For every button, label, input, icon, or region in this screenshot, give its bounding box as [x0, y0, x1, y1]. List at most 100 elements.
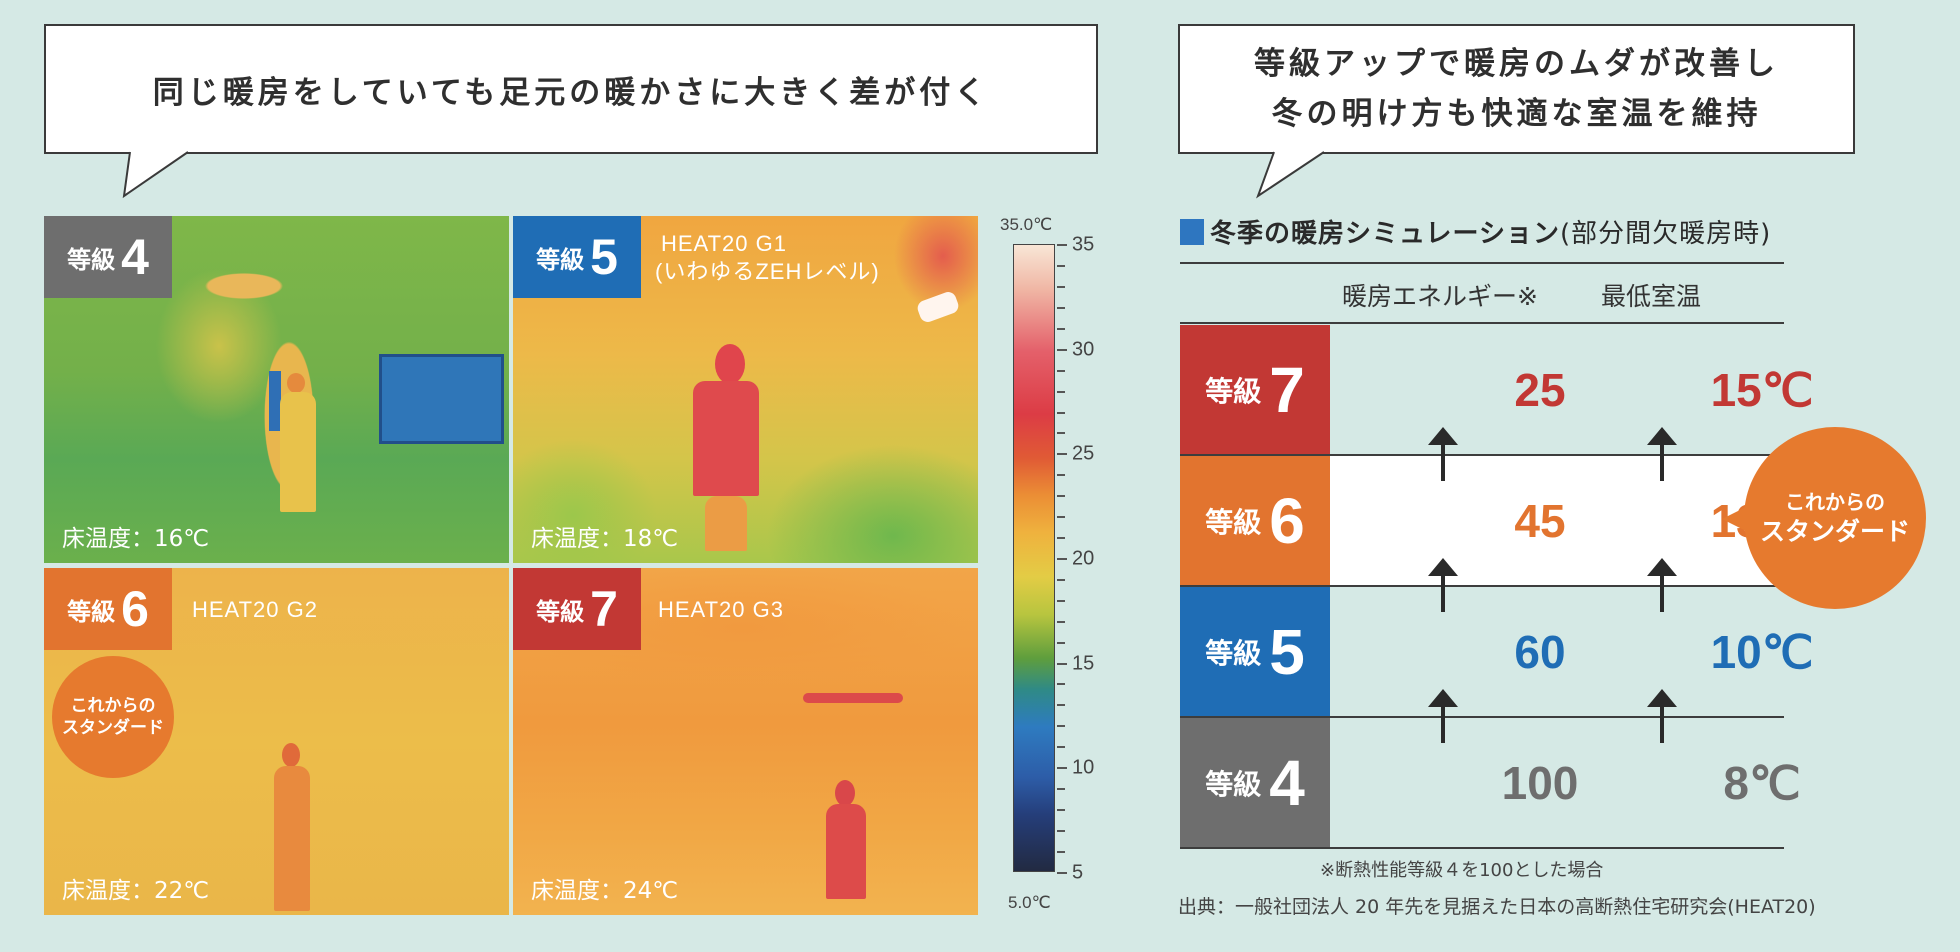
scale-tick	[1057, 453, 1067, 455]
scale-tick	[1057, 349, 1067, 351]
thermal-image-grade4: 等級 4 床温度：16℃	[44, 216, 509, 563]
scale-tick	[1057, 579, 1065, 581]
scale-label-5: 5	[1072, 861, 1084, 884]
grade-number: 4	[121, 229, 149, 285]
scale-tick	[1057, 683, 1065, 685]
energy-value: 100	[1501, 757, 1579, 809]
scale-tick	[1057, 328, 1065, 330]
table-row-grade4: 等級 4 100 8℃	[1180, 718, 1801, 848]
scale-tick	[1057, 265, 1065, 267]
scale-label-25: 25	[1072, 442, 1095, 465]
scale-tick	[1057, 244, 1067, 246]
scale-tick	[1057, 830, 1065, 832]
headline-bubble-right: 等級アップで暖房のムダが改善し 冬の明け方も快適な室温を維持	[1178, 24, 1855, 154]
scale-tick	[1057, 537, 1065, 539]
badge-line1: これからの	[1785, 490, 1885, 514]
scale-tick	[1057, 663, 1067, 665]
grade-number: 7	[1269, 354, 1305, 426]
badge-line2: スタンダード	[1759, 517, 1910, 546]
grade-number: 7	[590, 581, 618, 637]
scale-max-label: 35.0℃	[1000, 215, 1053, 234]
min-temp-value: 10℃	[1710, 626, 1814, 678]
grade-label: 等級	[67, 597, 116, 626]
floor-temperature: 床温度：16℃	[62, 526, 210, 552]
person-head	[282, 743, 300, 767]
floor-temperature: 床温度：18℃	[531, 526, 679, 552]
headline-left: 同じ暖房をしていても足元の暖かさに大きく差が付く	[152, 74, 990, 111]
scale-tick	[1057, 370, 1065, 372]
footnote: ※断熱性能等級４を100とした場合	[1320, 860, 1604, 881]
table-row-grade7: 等級 7 25 15℃	[1180, 325, 1813, 455]
spec-label: HEAT20 G2	[192, 596, 318, 624]
min-temp-value: 8℃	[1723, 757, 1801, 809]
headline-right-line2: 冬の明け方も快適な室温を維持	[1271, 96, 1762, 132]
scale-tick	[1057, 704, 1065, 706]
person-figure	[693, 381, 759, 496]
scale-tick	[1057, 558, 1067, 560]
arrow-up-icon	[1428, 689, 1458, 743]
scale-label-10: 10	[1072, 756, 1095, 779]
scale-label-30: 30	[1072, 338, 1095, 361]
simulation-title: 冬季の暖房シミュレーション (部分間欠暖房時)	[1180, 213, 1771, 250]
scale-label-20: 20	[1072, 547, 1095, 570]
table-bottom-rule	[1180, 847, 1784, 849]
scale-tick	[1057, 600, 1065, 602]
temperature-color-scale: 35.0℃ 35 30 25 20 15 10 5 5.0℃	[1000, 213, 1110, 923]
person-head	[835, 780, 855, 806]
spec-label: HEAT20 G3	[658, 596, 784, 624]
scale-min-label: 5.0℃	[1008, 893, 1051, 912]
grade-tag: 等級 4	[1180, 718, 1330, 848]
spec-note: (いわゆるZEHレベル)	[655, 259, 880, 284]
thermal-image-grade6: 等級 6 HEAT20 G2 これからの スタンダード 床温度：22℃	[44, 568, 509, 915]
column-header-min-temp: 最低室温	[1601, 282, 1702, 311]
simulation-title-sub: (部分間欠暖房時)	[1559, 219, 1772, 249]
energy-value: 60	[1514, 626, 1566, 678]
scale-tick	[1057, 495, 1065, 497]
min-temp-value: 15℃	[1710, 364, 1814, 416]
table-row-grade5: 等級 5 60 10℃	[1180, 587, 1813, 717]
row-divider	[1180, 454, 1784, 456]
grade-number: 6	[121, 581, 149, 637]
person-head	[715, 344, 745, 384]
scale-tick	[1057, 432, 1065, 434]
scale-tick	[1057, 516, 1065, 518]
scale-tick	[1057, 746, 1065, 748]
grade-label: 等級	[67, 245, 116, 274]
heater-bar	[803, 693, 903, 703]
square-bullet-icon	[1180, 218, 1204, 245]
standard-badge: これからの スタンダード	[52, 656, 174, 778]
simulation-title-main: 冬季の暖房シミュレーション	[1210, 219, 1560, 249]
person-figure	[274, 766, 310, 911]
headline-right-line1: 等級アップで暖房のムダが改善し	[1254, 46, 1779, 82]
table-top-rule	[1180, 262, 1784, 264]
arrow-up-icon	[1428, 558, 1458, 612]
spec-name: HEAT20 G3	[658, 597, 784, 622]
scale-label-35: 35	[1072, 233, 1095, 256]
scale-tick	[1057, 725, 1065, 727]
grade-label: 等級	[1205, 375, 1262, 408]
grade-tag: 等級 5	[1180, 587, 1330, 717]
grade-label: 等級	[1205, 637, 1262, 670]
grade-number: 5	[590, 229, 618, 285]
grade-number: 5	[1269, 616, 1305, 688]
arrow-up-icon	[1647, 558, 1677, 612]
row-divider	[1180, 585, 1784, 587]
heater-hotspot	[915, 289, 961, 325]
scale-tick	[1057, 474, 1065, 476]
energy-value: 45	[1514, 495, 1566, 547]
scale-tick	[1057, 642, 1065, 644]
grade-label: 等級	[536, 245, 585, 274]
energy-value: 25	[1514, 364, 1566, 416]
standard-badge-large: これからの スタンダード	[1744, 427, 1926, 609]
scale-gradient-bar	[1013, 244, 1055, 872]
grade-label: 等級	[536, 597, 585, 626]
spec-name: HEAT20 G2	[192, 597, 318, 622]
person-legs	[705, 496, 747, 551]
scale-tick	[1057, 872, 1067, 874]
scale-tick	[1057, 286, 1065, 288]
row-divider	[1180, 716, 1784, 718]
arrow-up-icon	[1647, 427, 1677, 481]
scale-tick	[1057, 391, 1065, 393]
grade-number: 6	[1269, 485, 1305, 557]
grade-tag: 等級 7	[1180, 325, 1330, 455]
